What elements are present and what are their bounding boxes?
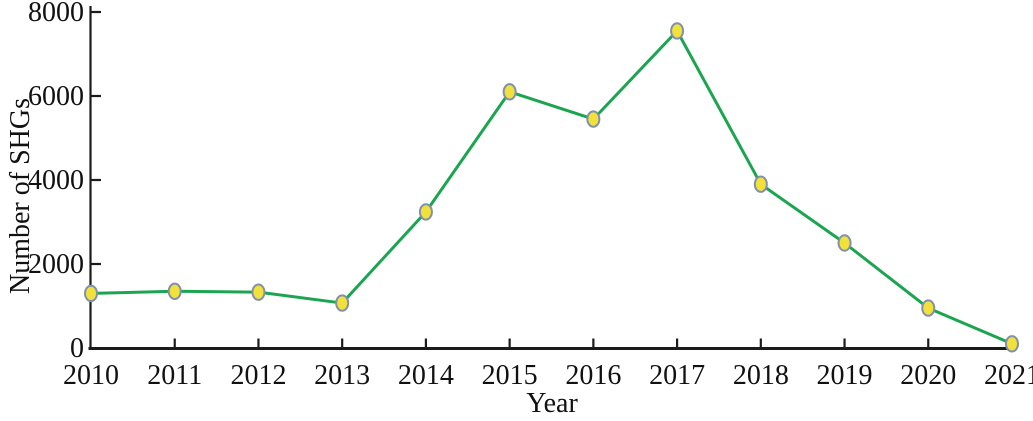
y-tick-label: 0	[70, 333, 84, 364]
data-point-marker	[418, 203, 433, 221]
x-tick-label: 2018	[733, 360, 789, 391]
x-axis-title: Year	[526, 388, 578, 419]
x-tick-label: 2014	[398, 360, 454, 391]
data-point-marker	[251, 283, 266, 301]
x-tick-label: 2013	[314, 360, 370, 391]
x-tick-label: 2010	[63, 360, 119, 391]
y-tick-label: 4000	[28, 165, 84, 196]
x-tick-label: 2021	[984, 360, 1033, 391]
data-point-marker	[586, 110, 601, 128]
data-point-marker	[502, 83, 517, 101]
x-tick-label: 2016	[565, 360, 621, 391]
x-tick-label: 2017	[649, 360, 705, 391]
data-point-marker	[335, 294, 350, 312]
y-tick-label: 6000	[28, 81, 84, 112]
data-point-marker	[84, 284, 98, 303]
x-tick-label: 2011	[147, 360, 202, 391]
y-axis-title: Number of SHGs	[5, 98, 36, 294]
y-tick-label: 2000	[28, 249, 84, 280]
series-line	[89, 29, 1014, 346]
data-point-marker	[921, 299, 936, 317]
x-tick-label: 2019	[817, 360, 873, 391]
x-tick-label: 2015	[482, 360, 538, 391]
data-point-marker	[1005, 335, 1019, 353]
data-series	[84, 22, 1019, 353]
data-point-marker	[753, 175, 768, 193]
y-tick-label: 8000	[28, 0, 84, 28]
x-tick-label: 2020	[900, 360, 956, 391]
data-point-marker	[167, 282, 182, 300]
axis-ticks: 0 2000 4000 6000 8000 2010 2011 2012 2013 2014 201…	[28, 0, 1033, 391]
data-point-marker	[837, 234, 852, 252]
data-point-marker	[670, 22, 685, 40]
x-tick-label: 2012	[230, 360, 286, 391]
